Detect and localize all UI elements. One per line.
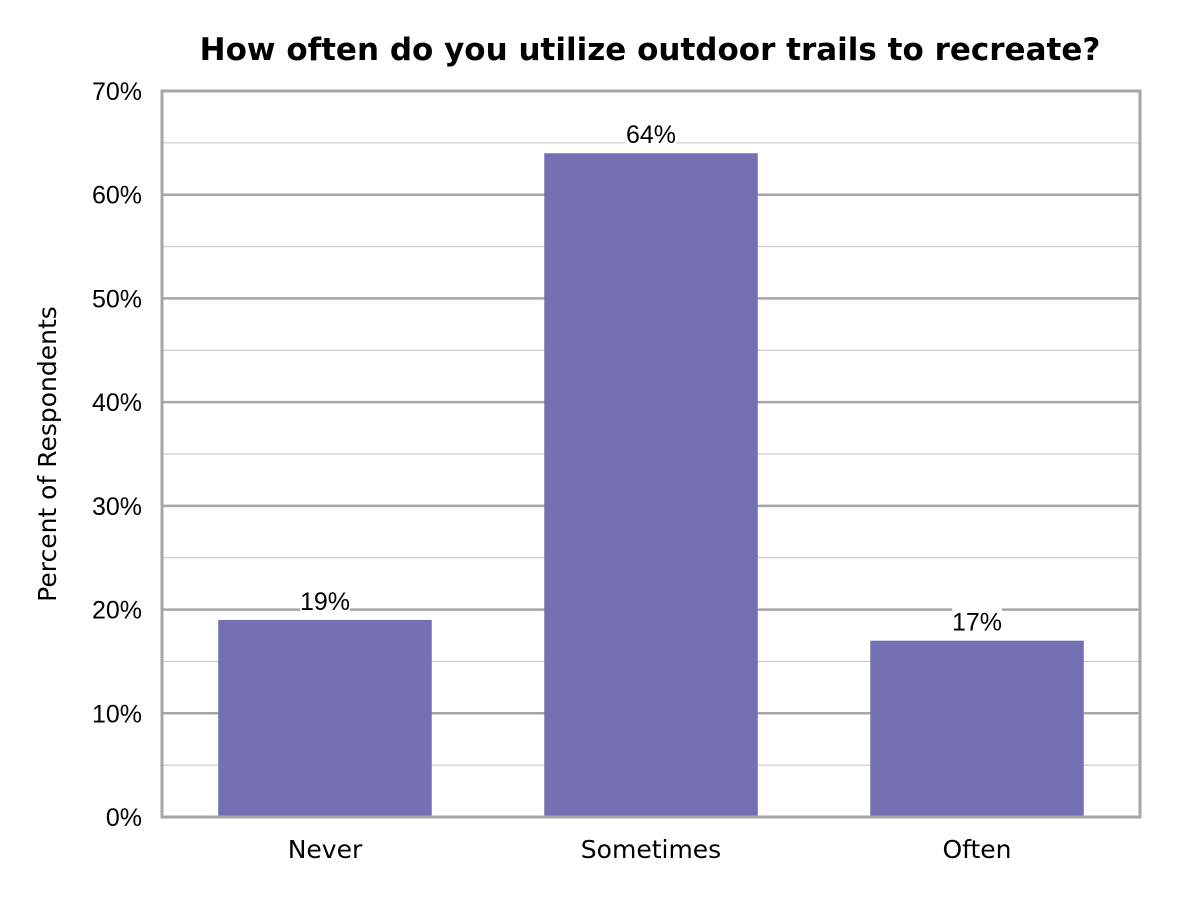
y-tick-label: 40%	[92, 389, 142, 417]
x-axis-ticks: Never Sometimes Often	[288, 835, 1012, 864]
data-label-background	[626, 120, 676, 149]
bars	[218, 153, 1084, 817]
y-tick-label: 50%	[92, 285, 142, 313]
y-tick-label: 0%	[106, 804, 142, 832]
y-tick-label: 20%	[92, 597, 142, 625]
x-tick-label: Sometimes	[581, 835, 721, 864]
bar-often	[870, 640, 1084, 817]
bar-never	[218, 619, 432, 817]
bar-sometimes	[544, 153, 758, 817]
y-axis-label: Percent of Respondents	[33, 306, 62, 602]
y-tick-label: 10%	[92, 700, 142, 728]
data-label-background	[300, 586, 350, 615]
y-axis-ticks: 0% 10% 20% 30% 40% 50% 60% 70%	[92, 78, 142, 832]
data-label: 19%	[300, 588, 350, 616]
data-label: 17%	[952, 609, 1002, 637]
data-label: 64%	[626, 121, 676, 149]
y-tick-label: 30%	[92, 493, 142, 521]
y-tick-label: 60%	[92, 182, 142, 210]
data-labels: 19% 64% 17%	[300, 120, 1002, 637]
data-label-background	[952, 607, 1002, 636]
x-tick-label: Never	[288, 835, 363, 864]
plot-frame	[160, 89, 1142, 819]
x-tick-label: Often	[942, 835, 1011, 864]
y-tick-label: 70%	[92, 78, 142, 106]
chart-title: How often do you utilize outdoor trails …	[200, 32, 1101, 68]
